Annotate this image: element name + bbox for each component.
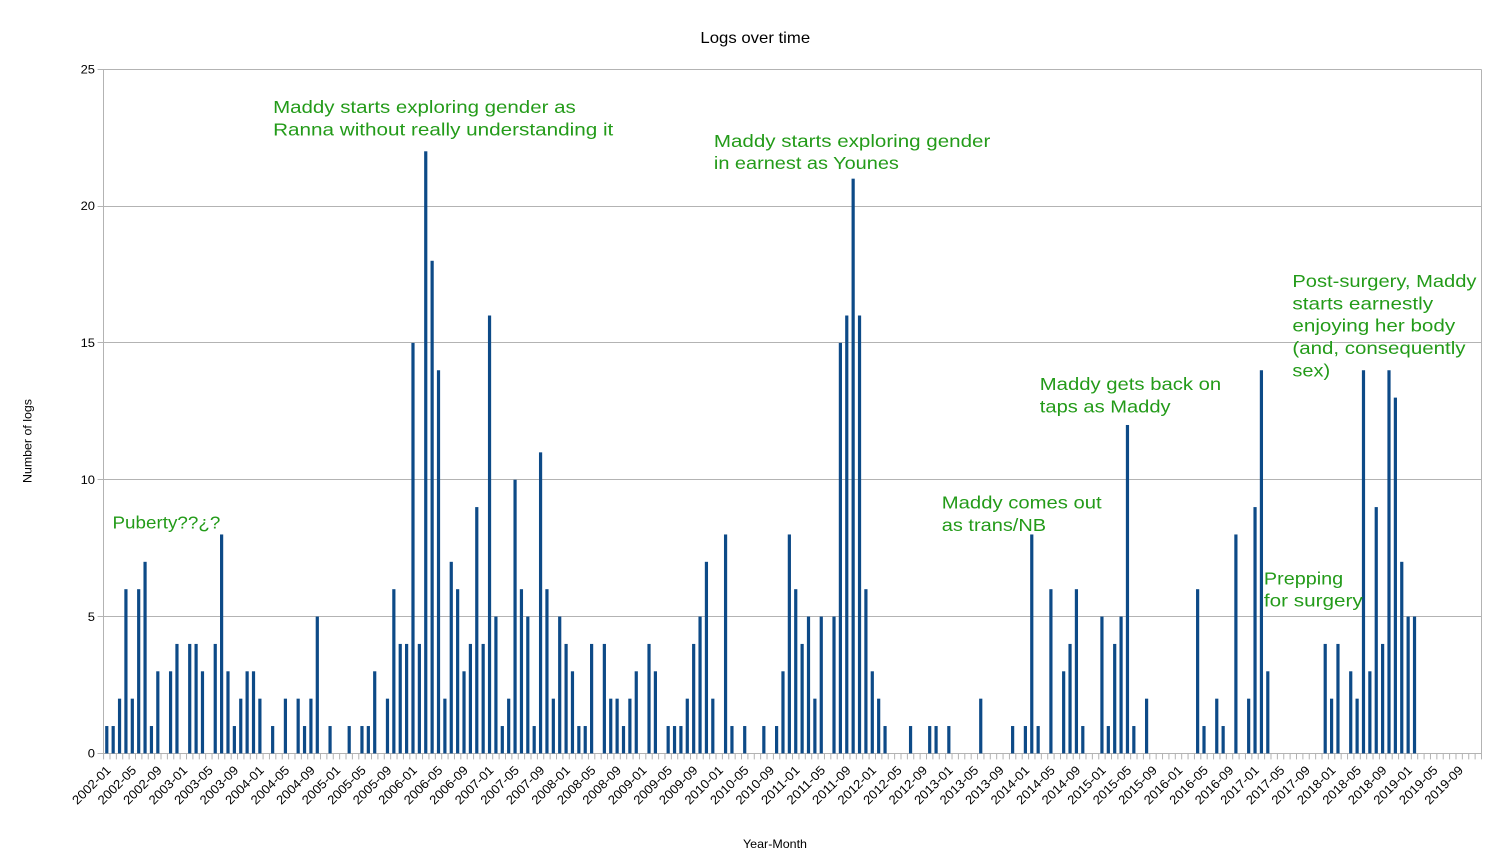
svg-text:Prepping: Prepping	[1264, 568, 1343, 588]
svg-text:Year-Month: Year-Month	[743, 837, 807, 851]
svg-text:starts earnestly: starts earnestly	[1292, 293, 1433, 313]
svg-text:Number of logs: Number of logs	[22, 399, 35, 483]
svg-text:0: 0	[88, 747, 95, 761]
svg-text:Maddy gets back on: Maddy gets back on	[1040, 374, 1221, 394]
svg-text:(and, consequently: (and, consequently	[1292, 338, 1465, 358]
svg-text:5: 5	[88, 610, 95, 624]
svg-text:in earnest as Younes: in earnest as Younes	[714, 153, 899, 173]
svg-text:Logs over time: Logs over time	[700, 30, 810, 47]
svg-text:Maddy starts exploring gender: Maddy starts exploring gender	[714, 131, 991, 151]
svg-text:enjoying her body: enjoying her body	[1292, 316, 1455, 336]
svg-text:Puberty??¿?: Puberty??¿?	[113, 513, 221, 533]
svg-text:taps as Maddy: taps as Maddy	[1040, 396, 1171, 416]
svg-text:15: 15	[81, 336, 96, 350]
svg-text:20: 20	[81, 199, 96, 213]
svg-text:sex): sex)	[1292, 361, 1330, 381]
svg-text:Maddy comes out: Maddy comes out	[942, 492, 1102, 512]
svg-text:Ranna without really understan: Ranna without really understanding it	[273, 120, 613, 140]
svg-text:Post-surgery, Maddy: Post-surgery, Maddy	[1292, 271, 1476, 291]
svg-text:25: 25	[81, 62, 96, 76]
svg-text:Maddy starts exploring gender: Maddy starts exploring gender as	[273, 97, 576, 117]
svg-text:10: 10	[81, 473, 96, 487]
svg-text:for surgery: for surgery	[1264, 591, 1363, 611]
svg-text:as trans/NB: as trans/NB	[942, 515, 1046, 535]
